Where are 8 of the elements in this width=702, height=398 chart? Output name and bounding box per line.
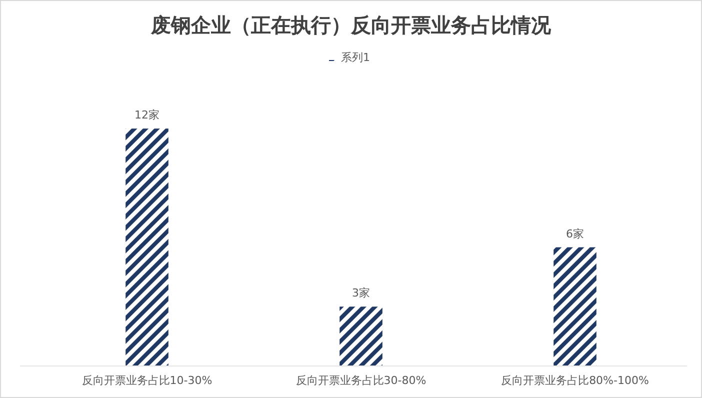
data-label: 6家 bbox=[566, 227, 584, 240]
x-tick-label: 反向开票业务占比80%-100% bbox=[501, 374, 649, 387]
x-tick-label: 反向开票业务占比30-80% bbox=[296, 374, 426, 387]
x-tick-label: 反向开票业务占比10-30% bbox=[82, 374, 212, 387]
chart-title: 废钢企业（正在执行）反向开票业务占比情况 bbox=[150, 13, 552, 37]
data-label: 3家 bbox=[352, 286, 370, 300]
data-label: 12家 bbox=[134, 108, 160, 122]
legend-label: 系列1 bbox=[341, 51, 370, 64]
